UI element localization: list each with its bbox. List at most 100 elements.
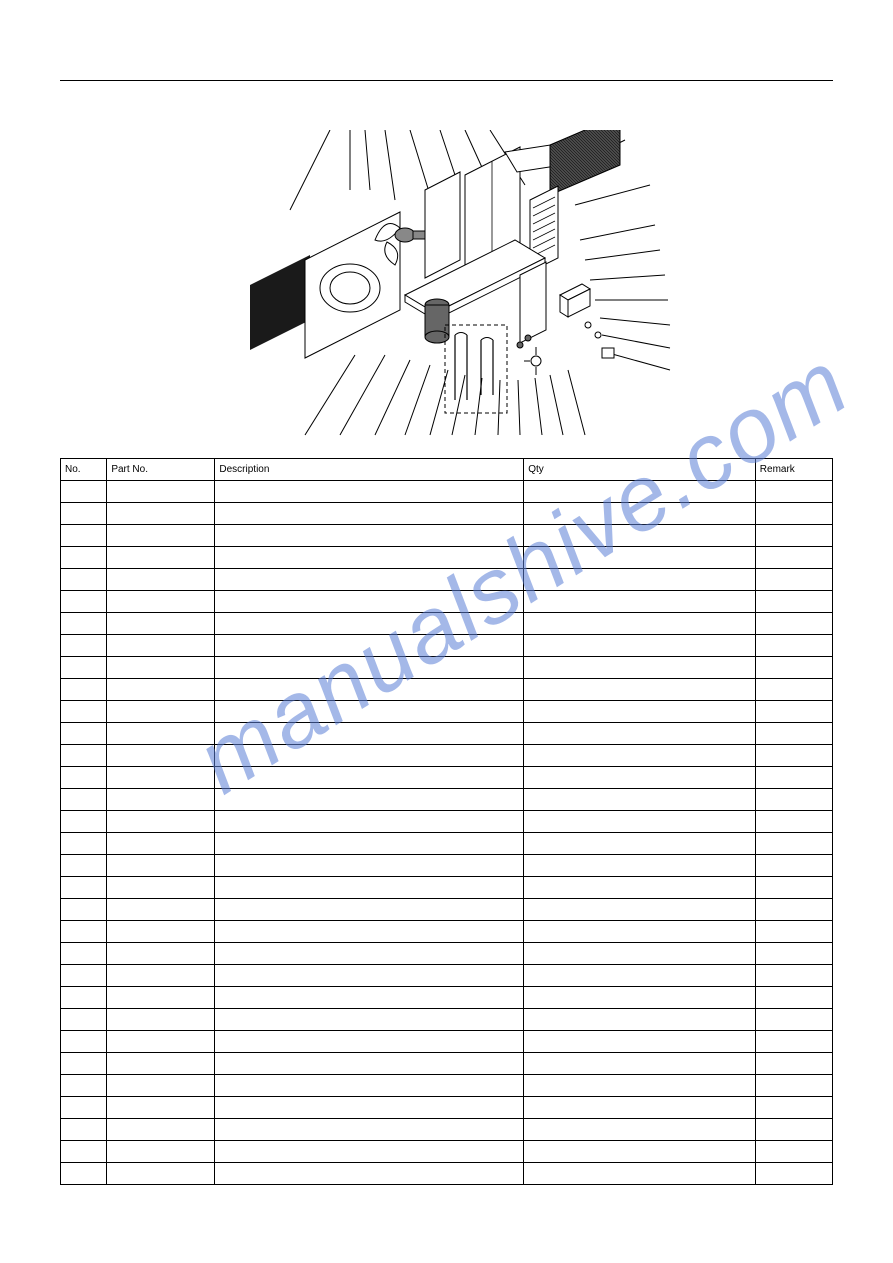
- table-cell: [755, 613, 832, 635]
- table-cell: [107, 1119, 215, 1141]
- table-cell: [61, 855, 107, 877]
- table-row: [61, 1053, 833, 1075]
- table-cell: [524, 745, 756, 767]
- table-cell: [61, 723, 107, 745]
- table-cell: [61, 745, 107, 767]
- table-cell: [755, 1009, 832, 1031]
- table-row: [61, 855, 833, 877]
- table-cell: [524, 1163, 756, 1185]
- table-cell: [107, 1075, 215, 1097]
- table-cell: [61, 679, 107, 701]
- table-cell: [61, 877, 107, 899]
- table-row: [61, 987, 833, 1009]
- table-row: [61, 811, 833, 833]
- table-row: [61, 679, 833, 701]
- table-cell: [524, 547, 756, 569]
- table-cell: [61, 525, 107, 547]
- table-cell: [61, 635, 107, 657]
- table-row: [61, 1075, 833, 1097]
- table-cell: [524, 1097, 756, 1119]
- table-cell: [107, 899, 215, 921]
- table-cell: [61, 767, 107, 789]
- table-cell: [215, 987, 524, 1009]
- table-cell: [215, 1053, 524, 1075]
- table-cell: [524, 657, 756, 679]
- table-cell: [107, 525, 215, 547]
- table-cell: [107, 1141, 215, 1163]
- header-divider: [60, 80, 833, 81]
- table-cell: [755, 811, 832, 833]
- table-cell: [215, 1119, 524, 1141]
- table-row: [61, 899, 833, 921]
- table-row: [61, 701, 833, 723]
- table-cell: [524, 503, 756, 525]
- table-cell: [215, 525, 524, 547]
- table-cell: [755, 1119, 832, 1141]
- table-cell: [524, 1075, 756, 1097]
- table-row: [61, 767, 833, 789]
- table-header-cell: Qty: [524, 459, 756, 481]
- table-cell: [107, 481, 215, 503]
- parts-table: No.Part No.DescriptionQtyRemark: [60, 458, 833, 1185]
- table-cell: [107, 701, 215, 723]
- table-cell: [524, 1053, 756, 1075]
- table-cell: [215, 1141, 524, 1163]
- table-cell: [215, 1031, 524, 1053]
- table-cell: [107, 1009, 215, 1031]
- table-cell: [524, 833, 756, 855]
- table-cell: [524, 525, 756, 547]
- table-cell: [755, 855, 832, 877]
- table-cell: [755, 503, 832, 525]
- table-cell: [755, 1097, 832, 1119]
- table-row: [61, 635, 833, 657]
- table-cell: [61, 1009, 107, 1031]
- table-cell: [107, 613, 215, 635]
- table-cell: [755, 679, 832, 701]
- table-cell: [61, 503, 107, 525]
- table-cell: [755, 745, 832, 767]
- table-cell: [215, 921, 524, 943]
- table-cell: [524, 591, 756, 613]
- table-cell: [107, 679, 215, 701]
- table-row: [61, 921, 833, 943]
- table-cell: [215, 1163, 524, 1185]
- table-cell: [215, 547, 524, 569]
- table-cell: [755, 965, 832, 987]
- table-cell: [215, 833, 524, 855]
- table-row: [61, 481, 833, 503]
- table-cell: [107, 965, 215, 987]
- table-cell: [215, 679, 524, 701]
- table-cell: [215, 701, 524, 723]
- table-cell: [215, 591, 524, 613]
- table-cell: [524, 1009, 756, 1031]
- table-row: [61, 1031, 833, 1053]
- table-cell: [755, 987, 832, 1009]
- table-row: [61, 723, 833, 745]
- table-cell: [755, 481, 832, 503]
- table-row: [61, 547, 833, 569]
- table-cell: [61, 811, 107, 833]
- table-cell: [524, 855, 756, 877]
- table-cell: [524, 1141, 756, 1163]
- table-cell: [524, 723, 756, 745]
- table-cell: [755, 789, 832, 811]
- table-cell: [61, 701, 107, 723]
- table-cell: [524, 877, 756, 899]
- table-cell: [107, 921, 215, 943]
- table-cell: [755, 547, 832, 569]
- table-header-cell: Remark: [755, 459, 832, 481]
- table-cell: [524, 481, 756, 503]
- table-cell: [755, 767, 832, 789]
- table-cell: [755, 1141, 832, 1163]
- table-row: [61, 1141, 833, 1163]
- table-row: [61, 1097, 833, 1119]
- table-cell: [215, 745, 524, 767]
- table-cell: [524, 899, 756, 921]
- table-cell: [107, 767, 215, 789]
- table-cell: [107, 987, 215, 1009]
- table-row: [61, 1163, 833, 1185]
- table-cell: [215, 569, 524, 591]
- table-cell: [524, 921, 756, 943]
- table-header-cell: No.: [61, 459, 107, 481]
- table-cell: [215, 767, 524, 789]
